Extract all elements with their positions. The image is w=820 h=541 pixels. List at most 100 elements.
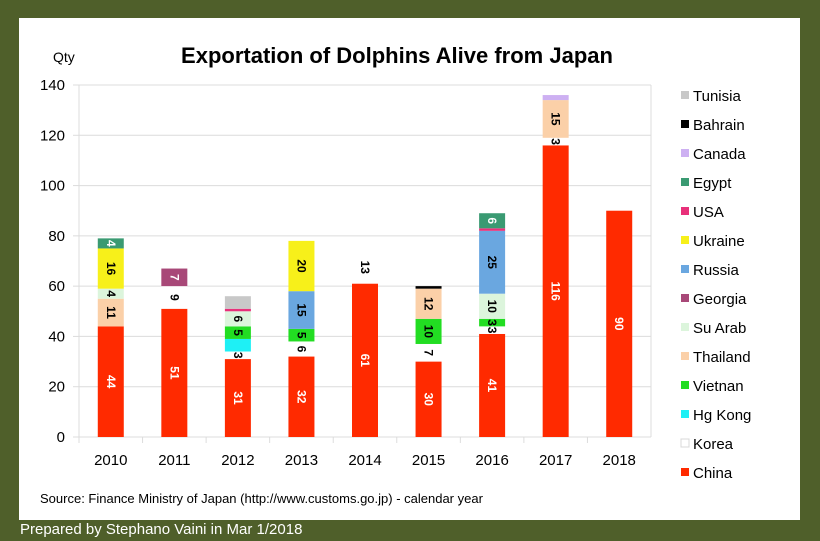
- bar-segment-tunisia: [224, 296, 251, 309]
- legend-swatch: [681, 91, 689, 99]
- legend-label: Bahrain: [693, 117, 745, 134]
- data-label: 12: [422, 297, 436, 311]
- legend-label: Russia: [693, 262, 740, 279]
- x-tick-label: 2011: [158, 452, 190, 469]
- legend-label: Korea: [693, 436, 734, 453]
- bar-segment-china: [224, 359, 251, 437]
- x-tick-label: 2010: [94, 452, 127, 469]
- x-tick-label: 2016: [475, 452, 508, 469]
- bar-segment-china: [161, 308, 188, 437]
- legend-swatch: [681, 120, 689, 128]
- legend-label: China: [693, 465, 733, 482]
- bar-segment-korea: [479, 326, 506, 334]
- data-label: 3: [485, 319, 499, 326]
- bar-segment-vietnan: [415, 318, 442, 344]
- bar-segment-egypt: [479, 213, 506, 229]
- legend-label: USA: [693, 204, 724, 221]
- legend-swatch: [681, 236, 689, 244]
- bar-stack-2014: 61 13: [352, 250, 378, 437]
- data-label: 6: [485, 217, 499, 224]
- legend-label: Vietnan: [693, 378, 744, 395]
- legend-label: Georgia: [693, 291, 747, 308]
- bar-segment-korea: [224, 351, 251, 360]
- bar-segment-korea: [415, 343, 442, 362]
- x-tick-label: 2015: [412, 452, 445, 469]
- legend-swatch: [681, 410, 689, 418]
- bar-stack-2012: 31 3 5 6: [224, 296, 251, 437]
- bar-segment-china: [352, 283, 378, 437]
- bar-stack-2015: 30 7 10 12: [415, 286, 442, 437]
- data-label: 11: [104, 306, 118, 319]
- bar-segment-thailand: [97, 298, 124, 327]
- bar-segment-usa: [479, 228, 506, 231]
- bar-segment-thailand: [415, 288, 442, 319]
- legend-label: Hg Kong: [693, 407, 751, 424]
- y-tick-label: 140: [40, 77, 65, 94]
- data-label: 51: [167, 366, 181, 380]
- data-label: 31: [231, 391, 245, 405]
- data-label: 5: [231, 329, 245, 336]
- legend-swatch: [681, 178, 689, 186]
- bar-segment-bahrain: [415, 286, 442, 289]
- data-label: 4: [104, 240, 118, 247]
- bar-segment-russia: [479, 230, 506, 294]
- data-label: 3: [231, 352, 245, 359]
- legend-swatch: [681, 323, 689, 331]
- bar-segment-korea: [352, 250, 378, 284]
- bar-segment-canada: [542, 95, 569, 101]
- data-label: 5: [294, 332, 308, 339]
- bar-segment-china: [415, 361, 442, 437]
- legend-swatch: [681, 207, 689, 215]
- legend-swatch: [680, 438, 690, 448]
- bar-segment-ukraine: [97, 248, 124, 289]
- data-label: 10: [485, 300, 499, 314]
- legend-item-korea: Korea: [680, 436, 734, 453]
- legend-swatch: [681, 352, 689, 360]
- data-label: 4: [104, 290, 118, 297]
- legend-label: Thailand: [693, 349, 751, 366]
- bar-segment-vietnan: [479, 318, 506, 327]
- bar-stack-2011: 51 9 7: [161, 268, 188, 437]
- bar-segment-china: [606, 210, 633, 437]
- data-label: 3: [485, 327, 499, 334]
- data-label: 44: [104, 375, 118, 389]
- chart-panel: [19, 18, 800, 520]
- bar-segment-korea: [542, 137, 569, 146]
- x-tick-label: 2018: [603, 452, 636, 469]
- data-label: 116: [549, 281, 563, 301]
- legend-label: Canada: [693, 146, 746, 163]
- bar-stack-2013: 32 6 5 15 20: [288, 240, 315, 437]
- data-label: 25: [485, 256, 499, 270]
- bar-segment-china: [97, 326, 124, 437]
- legend-item-russia: Russia: [681, 262, 740, 279]
- data-label: 15: [294, 303, 308, 317]
- x-tick-label: 2014: [348, 452, 381, 469]
- legend-label: Su Arab: [693, 320, 746, 337]
- y-tick-label: 120: [40, 127, 65, 144]
- bar-segment-korea: [288, 341, 315, 357]
- bar-stack-2017: 116 3 15: [542, 95, 569, 438]
- legend-label: Ukraine: [693, 233, 745, 250]
- data-label: 10: [422, 325, 436, 339]
- bar-segment-vietnan: [288, 328, 315, 342]
- legend-item-china: China: [681, 465, 733, 482]
- bar-segment-ukraine: [288, 240, 315, 292]
- bar-segment-china: [542, 145, 569, 438]
- data-label: 13: [358, 261, 372, 275]
- data-label: 6: [294, 346, 308, 353]
- x-tick-label: 2013: [285, 452, 318, 469]
- y-axis-label: Qty: [53, 49, 75, 65]
- legend-item-vietnan: Vietnan: [681, 378, 744, 395]
- legend-swatch: [681, 265, 689, 273]
- bar-stack-2016: 41 33 10 25 6: [479, 213, 506, 437]
- x-axis-ticks: 2010 2011 2012 2013 2014 2015 2016 2017 2018: [94, 437, 636, 469]
- legend-item-usa: USA: [681, 204, 724, 221]
- y-axis-ticks: 0 20 40 60 80 100 120 140: [40, 77, 65, 446]
- bar-segment-egypt: [97, 238, 124, 249]
- legend: Tunisia Bahrain Canada Egypt USA Ukraine Russi…: [680, 88, 751, 482]
- legend-label: Tunisia: [693, 88, 741, 105]
- legend-item-tunisia: Tunisia: [681, 88, 741, 105]
- data-label: 9: [167, 294, 181, 301]
- data-label: 3: [549, 138, 563, 145]
